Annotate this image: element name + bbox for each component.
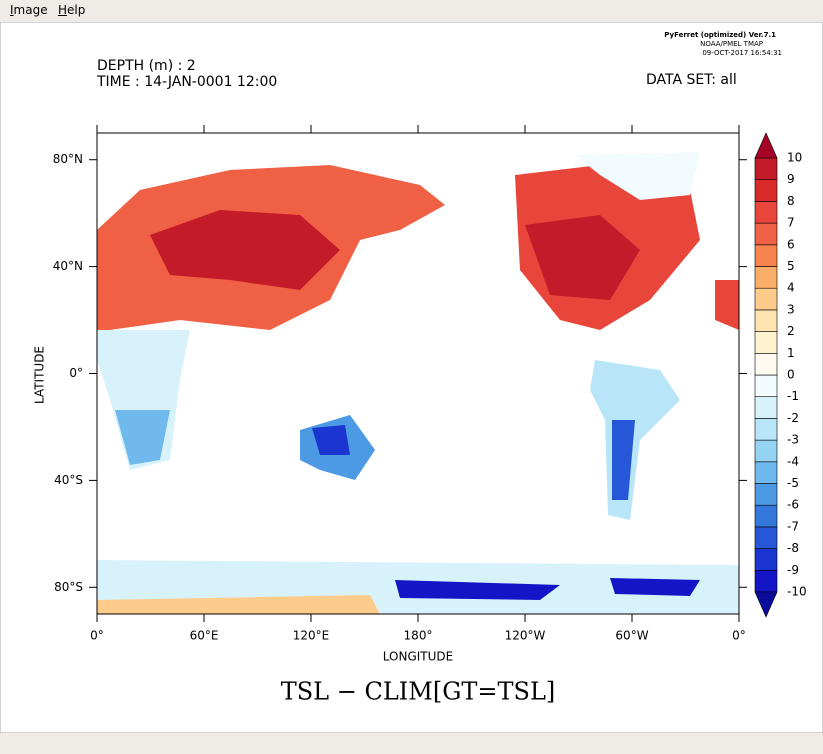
x-tick-label: 60°W: [615, 629, 648, 643]
chart-title: TSL − CLIM[GT=TSL]: [281, 678, 556, 706]
colorbar-bin: [754, 526, 778, 549]
colorbar-label: -8: [787, 541, 799, 555]
colorbar-label: 10: [787, 151, 802, 165]
colorbar-bin: [754, 244, 778, 267]
y-tick-label: 0°: [69, 366, 83, 380]
colorbar-label: 2: [787, 324, 795, 338]
colorbar-label: 6: [787, 237, 795, 251]
colorbar-bin: [754, 569, 778, 593]
x-tick-label: 0°: [732, 629, 746, 643]
colorbar-bin: [754, 548, 778, 571]
colorbar-bin: [754, 439, 778, 463]
y-tick-label: 40°S: [54, 473, 83, 487]
dataset: DATA SET: all: [646, 72, 737, 88]
colorbar-label: -1: [787, 389, 799, 403]
colorbar-label: -2: [787, 411, 799, 425]
colorbar-over: [754, 132, 778, 159]
colorbar-label: 4: [787, 281, 795, 295]
y-tick-label: 80°N: [53, 152, 83, 166]
y-axis-label: LATITUDE: [33, 346, 47, 404]
depth: DEPTH (m) : 2: [97, 58, 196, 74]
colorbar-label: -10: [787, 585, 807, 599]
canvas: PyFerret (optimized) Ver.7.1 NOAA/PMEL T…: [0, 22, 823, 733]
colorbar-label: -6: [787, 498, 799, 512]
colorbar-label: -3: [787, 433, 799, 447]
colorbar-under: [754, 591, 778, 618]
colorbar-label: 3: [787, 302, 795, 316]
colorbar-bin: [754, 309, 778, 332]
menubar: Image Help: [0, 0, 823, 21]
colorbar-label: 0: [787, 368, 795, 382]
version: 09-OCT-2017 16:54:31: [702, 49, 782, 57]
colorbar-bin: [754, 461, 778, 484]
version: PyFerret (optimized) Ver.7.1: [664, 31, 776, 39]
menu-item[interactable]: Image: [10, 3, 48, 17]
colorbar-bin: [754, 396, 778, 419]
x-tick-label: 120°E: [293, 629, 330, 643]
version: NOAA/PMEL TMAP: [700, 40, 763, 48]
x-tick-label: 60°E: [190, 629, 219, 643]
colorbar-bin: [754, 201, 778, 224]
menu-item[interactable]: Help: [58, 3, 86, 17]
colorbar-bin: [754, 222, 778, 246]
colorbar-bin: [754, 483, 778, 506]
colorbar-label: 9: [787, 172, 795, 186]
colorbar-bin: [754, 352, 778, 376]
x-tick-label: 180°: [404, 629, 433, 643]
colorbar-bin: [754, 504, 778, 528]
colorbar-label: -7: [787, 519, 799, 533]
colorbar-bin: [754, 374, 778, 398]
y-tick-label: 80°S: [54, 580, 83, 594]
x-axis-label: LONGITUDE: [383, 650, 453, 664]
field: [97, 152, 739, 614]
colorbar-label: 5: [787, 259, 795, 273]
colorbar-label: 7: [787, 216, 795, 230]
colorbar-label: 8: [787, 194, 795, 208]
colorbar-bin: [754, 157, 778, 181]
colorbar-bin: [754, 179, 778, 202]
colorbar-bin: [754, 331, 778, 354]
y-tick-label: 40°N: [53, 259, 83, 273]
colorbar-bin: [754, 287, 778, 311]
x-tick-label: 120°W: [505, 629, 546, 643]
colorbar-bin: [754, 266, 778, 289]
colorbar-label: -4: [787, 454, 799, 468]
time: TIME : 14-JAN-0001 12:00: [96, 74, 277, 90]
colorbar-label: 1: [787, 346, 795, 360]
colorbar-label: -9: [787, 563, 799, 577]
x-tick-label: 0°: [90, 629, 104, 643]
colorbar-bin: [754, 418, 778, 441]
colorbar-label: -5: [787, 476, 799, 490]
